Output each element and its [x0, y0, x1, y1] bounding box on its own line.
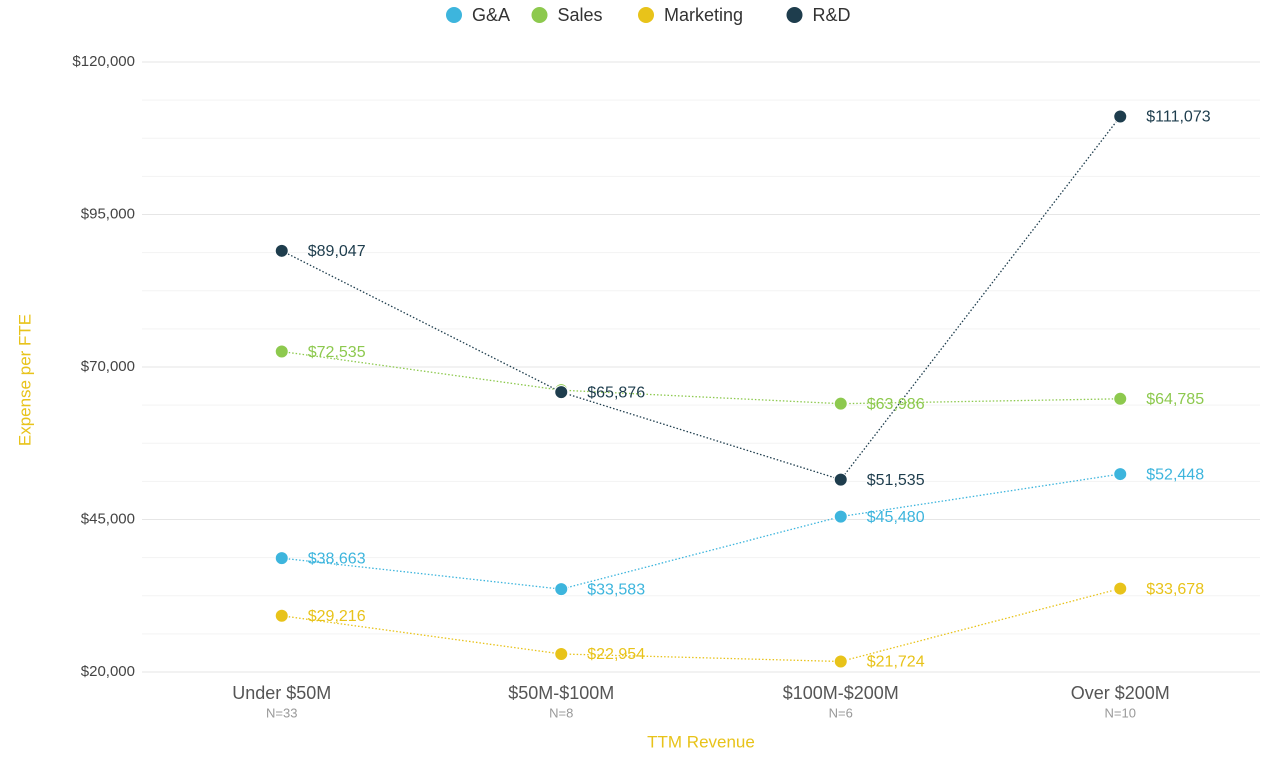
data-label-group: $33,678 [1146, 581, 1204, 598]
data-label: $33,678 [1146, 581, 1204, 598]
data-label: $63,986 [867, 396, 925, 413]
data-label: $89,047 [308, 243, 366, 260]
y-tick-label: $20,000 [81, 663, 135, 680]
legend-marker [531, 7, 548, 23]
data-point [1113, 391, 1128, 406]
legend-label: Marketing [664, 5, 743, 25]
data-label: $29,216 [308, 608, 366, 625]
legend-marker [446, 7, 462, 23]
data-label-group: $51,535 [867, 472, 925, 489]
data-point [1113, 467, 1128, 482]
x-tick-note: N=10 [1105, 705, 1136, 720]
y-tick-label: $70,000 [81, 358, 135, 375]
data-label-group: $89,047 [308, 243, 366, 260]
legend-marker [786, 7, 803, 23]
y-tick-label: $45,000 [81, 510, 135, 527]
x-axis-label: TTM Revenue [647, 732, 755, 751]
data-point [833, 472, 848, 487]
data-label: $52,448 [1146, 466, 1204, 483]
legend-marker [638, 7, 654, 23]
x-tick-label: $100M-$200M [783, 683, 899, 703]
y-tick-label: $120,000 [72, 53, 135, 70]
data-label: $33,583 [587, 581, 645, 598]
data-label-group: $72,535 [308, 344, 366, 361]
data-point [554, 646, 569, 661]
data-point [274, 608, 289, 623]
x-tick-note: N=33 [266, 705, 297, 720]
data-label-group: $111,073 [1146, 109, 1210, 126]
data-point [274, 344, 289, 359]
x-tick-label: Over $200M [1071, 683, 1170, 703]
data-label: $64,785 [1146, 391, 1204, 408]
data-label-group: $64,785 [1146, 391, 1204, 408]
data-label: $51,535 [867, 472, 925, 489]
series-line [281, 116, 1121, 481]
data-label-group: $38,663 [308, 550, 366, 567]
data-label: $45,480 [867, 509, 925, 526]
series-line [281, 473, 1121, 590]
data-point [833, 654, 848, 669]
x-tick-label: Under $50M [232, 683, 331, 703]
data-label: $65,876 [587, 384, 645, 401]
legend-label: Sales [558, 5, 603, 25]
data-point [554, 582, 569, 597]
data-label: $38,663 [308, 550, 366, 567]
data-label: $72,535 [308, 344, 366, 361]
series-line [281, 587, 1121, 663]
data-point [1113, 581, 1128, 596]
data-label: $21,724 [867, 654, 925, 671]
data-point [554, 385, 569, 400]
data-point [274, 243, 289, 258]
x-tick-label: $50M-$100M [508, 683, 614, 703]
data-label-group: $45,480 [867, 509, 925, 526]
data-point [274, 551, 289, 566]
data-point [1113, 109, 1128, 124]
legend-label: R&D [813, 5, 851, 25]
x-tick-note: N=6 [829, 705, 853, 720]
data-label-group: $21,724 [867, 654, 925, 671]
data-label-group: $65,876 [587, 384, 645, 401]
data-label-group: $52,448 [1146, 466, 1204, 483]
series-line [281, 350, 1121, 405]
x-tick-note: N=8 [549, 705, 573, 720]
data-label-group: $33,583 [587, 581, 645, 598]
data-point [833, 396, 848, 411]
data-label-group: $63,986 [867, 396, 925, 413]
y-tick-label: $95,000 [81, 205, 135, 222]
data-point [833, 509, 848, 524]
y-axis-label: Expense per FTE [15, 314, 34, 446]
data-label-group: $22,954 [587, 646, 645, 663]
data-label: $111,073 [1146, 109, 1210, 126]
data-label-group: $29,216 [308, 608, 366, 625]
data-label: $22,954 [587, 646, 645, 663]
legend-label: G&A [472, 5, 510, 25]
